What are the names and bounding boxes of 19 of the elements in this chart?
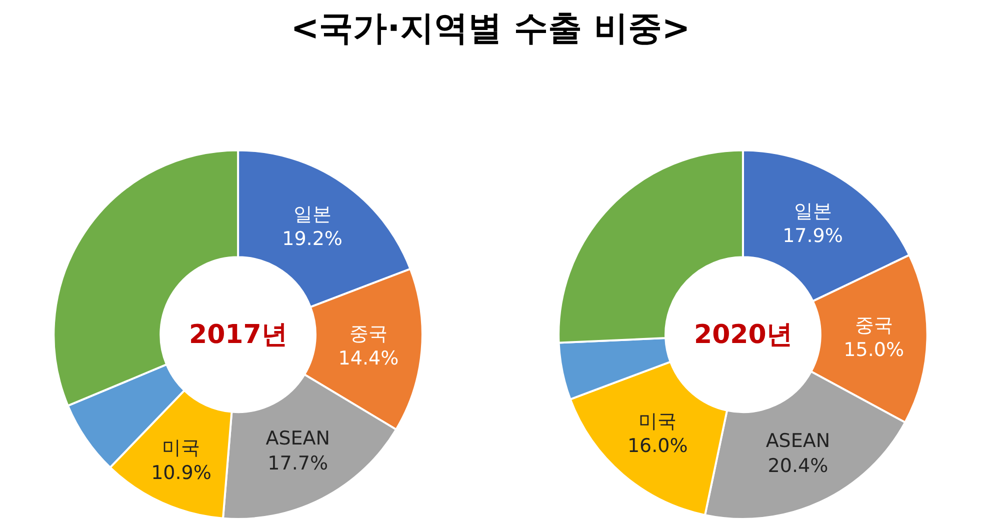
text: 2020년 (694, 320, 792, 350)
slice-label: 중국 (349, 322, 388, 345)
data-label: 17.9% (782, 225, 843, 248)
data-label: 16.0% (627, 435, 688, 458)
data-label: 14.4% (338, 347, 399, 370)
slice-label: 일본 (293, 203, 332, 226)
data-label: 10.9% (151, 462, 212, 484)
slice-label: 미국 (162, 437, 200, 460)
data-label: 17.7% (268, 452, 328, 474)
slice-label: ASEAN (266, 428, 330, 450)
slice-label: 미국 (638, 410, 677, 433)
slice-label: 중국 (854, 314, 893, 337)
slice-label: ASEAN (766, 430, 830, 452)
slice-label: 일본 (794, 200, 832, 223)
data-label: 19.2% (282, 228, 342, 250)
text: <국가·지역별 수출 비중> (290, 8, 690, 49)
text: 2017년 (189, 320, 288, 350)
data-label: 15.0% (844, 339, 904, 362)
data-label: 20.4% (768, 454, 828, 477)
